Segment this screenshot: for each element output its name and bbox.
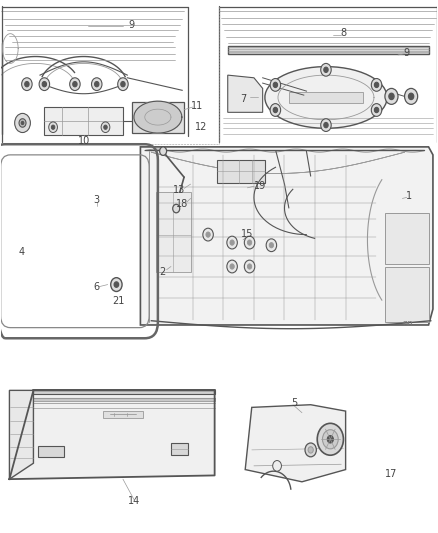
Text: 9: 9 — [404, 48, 410, 58]
Circle shape — [203, 228, 213, 241]
Circle shape — [173, 204, 180, 213]
Polygon shape — [155, 192, 191, 272]
Circle shape — [273, 82, 278, 87]
Circle shape — [269, 243, 274, 248]
Circle shape — [371, 103, 382, 116]
Circle shape — [42, 82, 46, 87]
Circle shape — [19, 119, 26, 127]
Polygon shape — [132, 102, 184, 133]
Circle shape — [324, 67, 328, 72]
Circle shape — [247, 240, 252, 245]
Circle shape — [159, 147, 166, 156]
Circle shape — [227, 236, 237, 249]
Polygon shape — [228, 46, 428, 54]
Polygon shape — [217, 160, 265, 182]
Polygon shape — [33, 390, 215, 394]
Circle shape — [244, 260, 255, 273]
Circle shape — [14, 114, 30, 133]
Circle shape — [70, 78, 80, 91]
Circle shape — [244, 236, 255, 249]
Circle shape — [95, 82, 99, 87]
Circle shape — [321, 119, 331, 132]
Text: 11: 11 — [191, 101, 203, 111]
Polygon shape — [289, 92, 363, 103]
Text: 4: 4 — [18, 247, 25, 257]
Circle shape — [273, 461, 282, 471]
Polygon shape — [385, 266, 428, 322]
Circle shape — [39, 78, 49, 91]
Circle shape — [114, 282, 119, 287]
Text: 12: 12 — [195, 122, 208, 132]
Circle shape — [21, 122, 24, 125]
Circle shape — [322, 430, 338, 449]
Circle shape — [104, 125, 107, 130]
Circle shape — [206, 232, 210, 237]
Text: 13: 13 — [173, 185, 185, 195]
Text: 2: 2 — [159, 267, 166, 277]
Text: 8: 8 — [340, 28, 346, 38]
Polygon shape — [44, 107, 123, 135]
Text: 14: 14 — [128, 496, 140, 506]
Text: 18: 18 — [176, 199, 188, 209]
Polygon shape — [33, 398, 215, 401]
Polygon shape — [10, 390, 33, 479]
Polygon shape — [245, 405, 346, 482]
Circle shape — [305, 443, 316, 457]
Text: 9: 9 — [129, 20, 135, 30]
Circle shape — [374, 107, 379, 112]
Polygon shape — [103, 411, 143, 418]
Text: 19: 19 — [254, 181, 267, 191]
Polygon shape — [10, 390, 215, 479]
Circle shape — [227, 260, 237, 273]
Circle shape — [371, 78, 382, 91]
Circle shape — [270, 78, 281, 91]
Text: 7: 7 — [240, 94, 246, 104]
Circle shape — [266, 239, 277, 252]
Polygon shape — [385, 213, 428, 264]
Polygon shape — [265, 67, 387, 128]
Text: nn: nn — [402, 319, 413, 328]
Circle shape — [321, 63, 331, 76]
Circle shape — [73, 82, 77, 87]
Polygon shape — [141, 147, 433, 325]
Circle shape — [230, 240, 234, 245]
Circle shape — [111, 278, 122, 292]
Circle shape — [389, 93, 394, 100]
Polygon shape — [38, 446, 64, 457]
Circle shape — [374, 82, 379, 87]
Polygon shape — [134, 101, 182, 133]
Circle shape — [121, 82, 125, 87]
Circle shape — [101, 122, 110, 133]
Circle shape — [51, 125, 55, 130]
Polygon shape — [228, 75, 263, 112]
Circle shape — [21, 78, 32, 91]
Text: 6: 6 — [94, 282, 100, 292]
Circle shape — [385, 88, 398, 104]
Circle shape — [273, 107, 278, 112]
Text: 5: 5 — [291, 398, 297, 408]
Circle shape — [25, 82, 29, 87]
Text: 17: 17 — [385, 469, 398, 479]
Circle shape — [324, 123, 328, 128]
Circle shape — [317, 423, 343, 455]
Circle shape — [247, 264, 252, 269]
Circle shape — [308, 447, 313, 453]
Text: 21: 21 — [113, 296, 125, 306]
Text: 15: 15 — [241, 229, 254, 239]
Circle shape — [409, 93, 414, 100]
Circle shape — [327, 435, 333, 443]
Circle shape — [230, 264, 234, 269]
Text: 3: 3 — [94, 195, 100, 205]
Text: 10: 10 — [78, 135, 90, 146]
Circle shape — [92, 78, 102, 91]
Circle shape — [270, 103, 281, 116]
Circle shape — [49, 122, 57, 133]
Circle shape — [118, 78, 128, 91]
Circle shape — [405, 88, 418, 104]
Text: 1: 1 — [406, 191, 412, 201]
Polygon shape — [171, 443, 188, 455]
